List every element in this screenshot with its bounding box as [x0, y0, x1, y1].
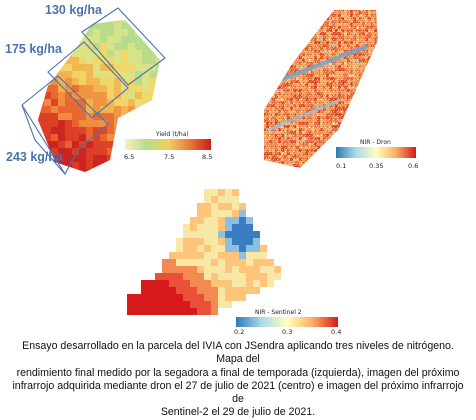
nitrogen-label-243: 243 kg/ha: [6, 150, 63, 164]
sentinel-nir-map: [127, 189, 281, 315]
drone-colorbar-tick: 0.6: [408, 162, 419, 170]
yield-colorbar-tick: 6.5: [124, 153, 135, 161]
zone-outline-130: [81, 7, 166, 86]
caption-line: Sentinel-2 el 29 de julio de 2021.: [160, 406, 316, 419]
sentinel-colorbar-tick: 0.2: [234, 328, 245, 336]
caption-line: Ensayo desarrollado en la parcela del IV…: [22, 340, 454, 366]
yield-map: [21, 7, 166, 176]
sentinel-colorbar-title: NIR - Sentinel 2: [255, 309, 302, 316]
sentinel-colorbar: [236, 317, 338, 327]
sentinel-nir-figure: NIR - Sentinel 2 0.2 0.3 0.4: [100, 185, 360, 336]
zone-outline-243: [21, 75, 109, 176]
yield-colorbar-tick: 8.5: [202, 153, 213, 161]
zone-outline-175: [47, 41, 129, 119]
sentinel-colorbar-tick: 0.3: [282, 328, 293, 336]
yield-map-figure: 130 kg/ha 175 kg/ha 243 kg/ha Yield (t/h…: [0, 0, 230, 185]
drone-colorbar-tick: 0.35: [369, 162, 384, 170]
yield-colorbar-title: Yield (t/ha): [156, 131, 189, 138]
caption-line: rendimiento final medido por la segadora…: [16, 366, 460, 379]
sentinel-colorbar-tick: 0.4: [331, 328, 342, 336]
nitrogen-label-175: 175 kg/ha: [5, 42, 62, 56]
yield-colorbar: [125, 139, 211, 150]
drone-colorbar-tick: 0.1: [336, 162, 347, 170]
caption-line: infrarrojo adquirida mediante dron el 27…: [12, 379, 464, 406]
drone-nir-map: [264, 10, 378, 168]
drone-colorbar-title: NIR - Dron: [360, 139, 391, 146]
drone-nir-figure: NIR - Dron 0.1 0.35 0.6: [240, 0, 476, 185]
drone-colorbar: [336, 147, 416, 158]
nitrogen-label-130: 130 kg/ha: [45, 3, 102, 17]
yield-colorbar-tick: 7.5: [164, 153, 175, 161]
